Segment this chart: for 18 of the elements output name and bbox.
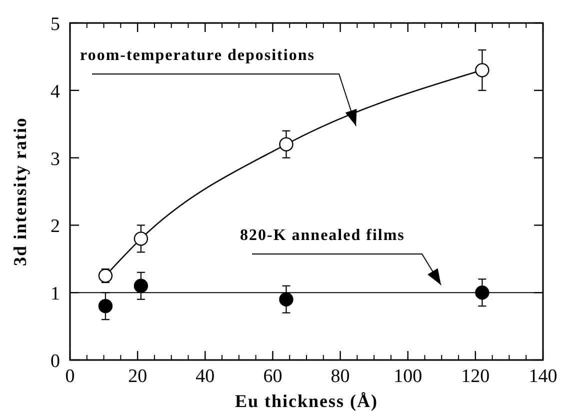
y-tick-label: 2 bbox=[50, 216, 60, 238]
x-axis-title: Eu thickness (Å) bbox=[234, 391, 378, 411]
y-tick-label: 3 bbox=[50, 148, 60, 170]
y-tick-label: 5 bbox=[50, 14, 60, 35]
annotation: 820-K annealed films bbox=[240, 227, 405, 244]
x-tick-label: 40 bbox=[196, 366, 215, 387]
annotation: room-temperature depositions bbox=[80, 47, 315, 64]
x-tick-label: 140 bbox=[528, 366, 558, 387]
y-tick-label: 4 bbox=[50, 81, 60, 102]
x-tick-label: 60 bbox=[263, 366, 282, 387]
x-tick-label: 20 bbox=[128, 366, 148, 387]
x-tick-label: 0 bbox=[65, 366, 75, 387]
y-tick-label: 0 bbox=[50, 351, 60, 372]
y-axis-title: 3d intensity ratio bbox=[10, 116, 30, 266]
x-tick-label: 100 bbox=[394, 366, 422, 387]
x-tick-label: 120 bbox=[461, 366, 490, 387]
x-tick-label: 80 bbox=[330, 366, 350, 387]
y-tick-label: 1 bbox=[50, 284, 60, 305]
